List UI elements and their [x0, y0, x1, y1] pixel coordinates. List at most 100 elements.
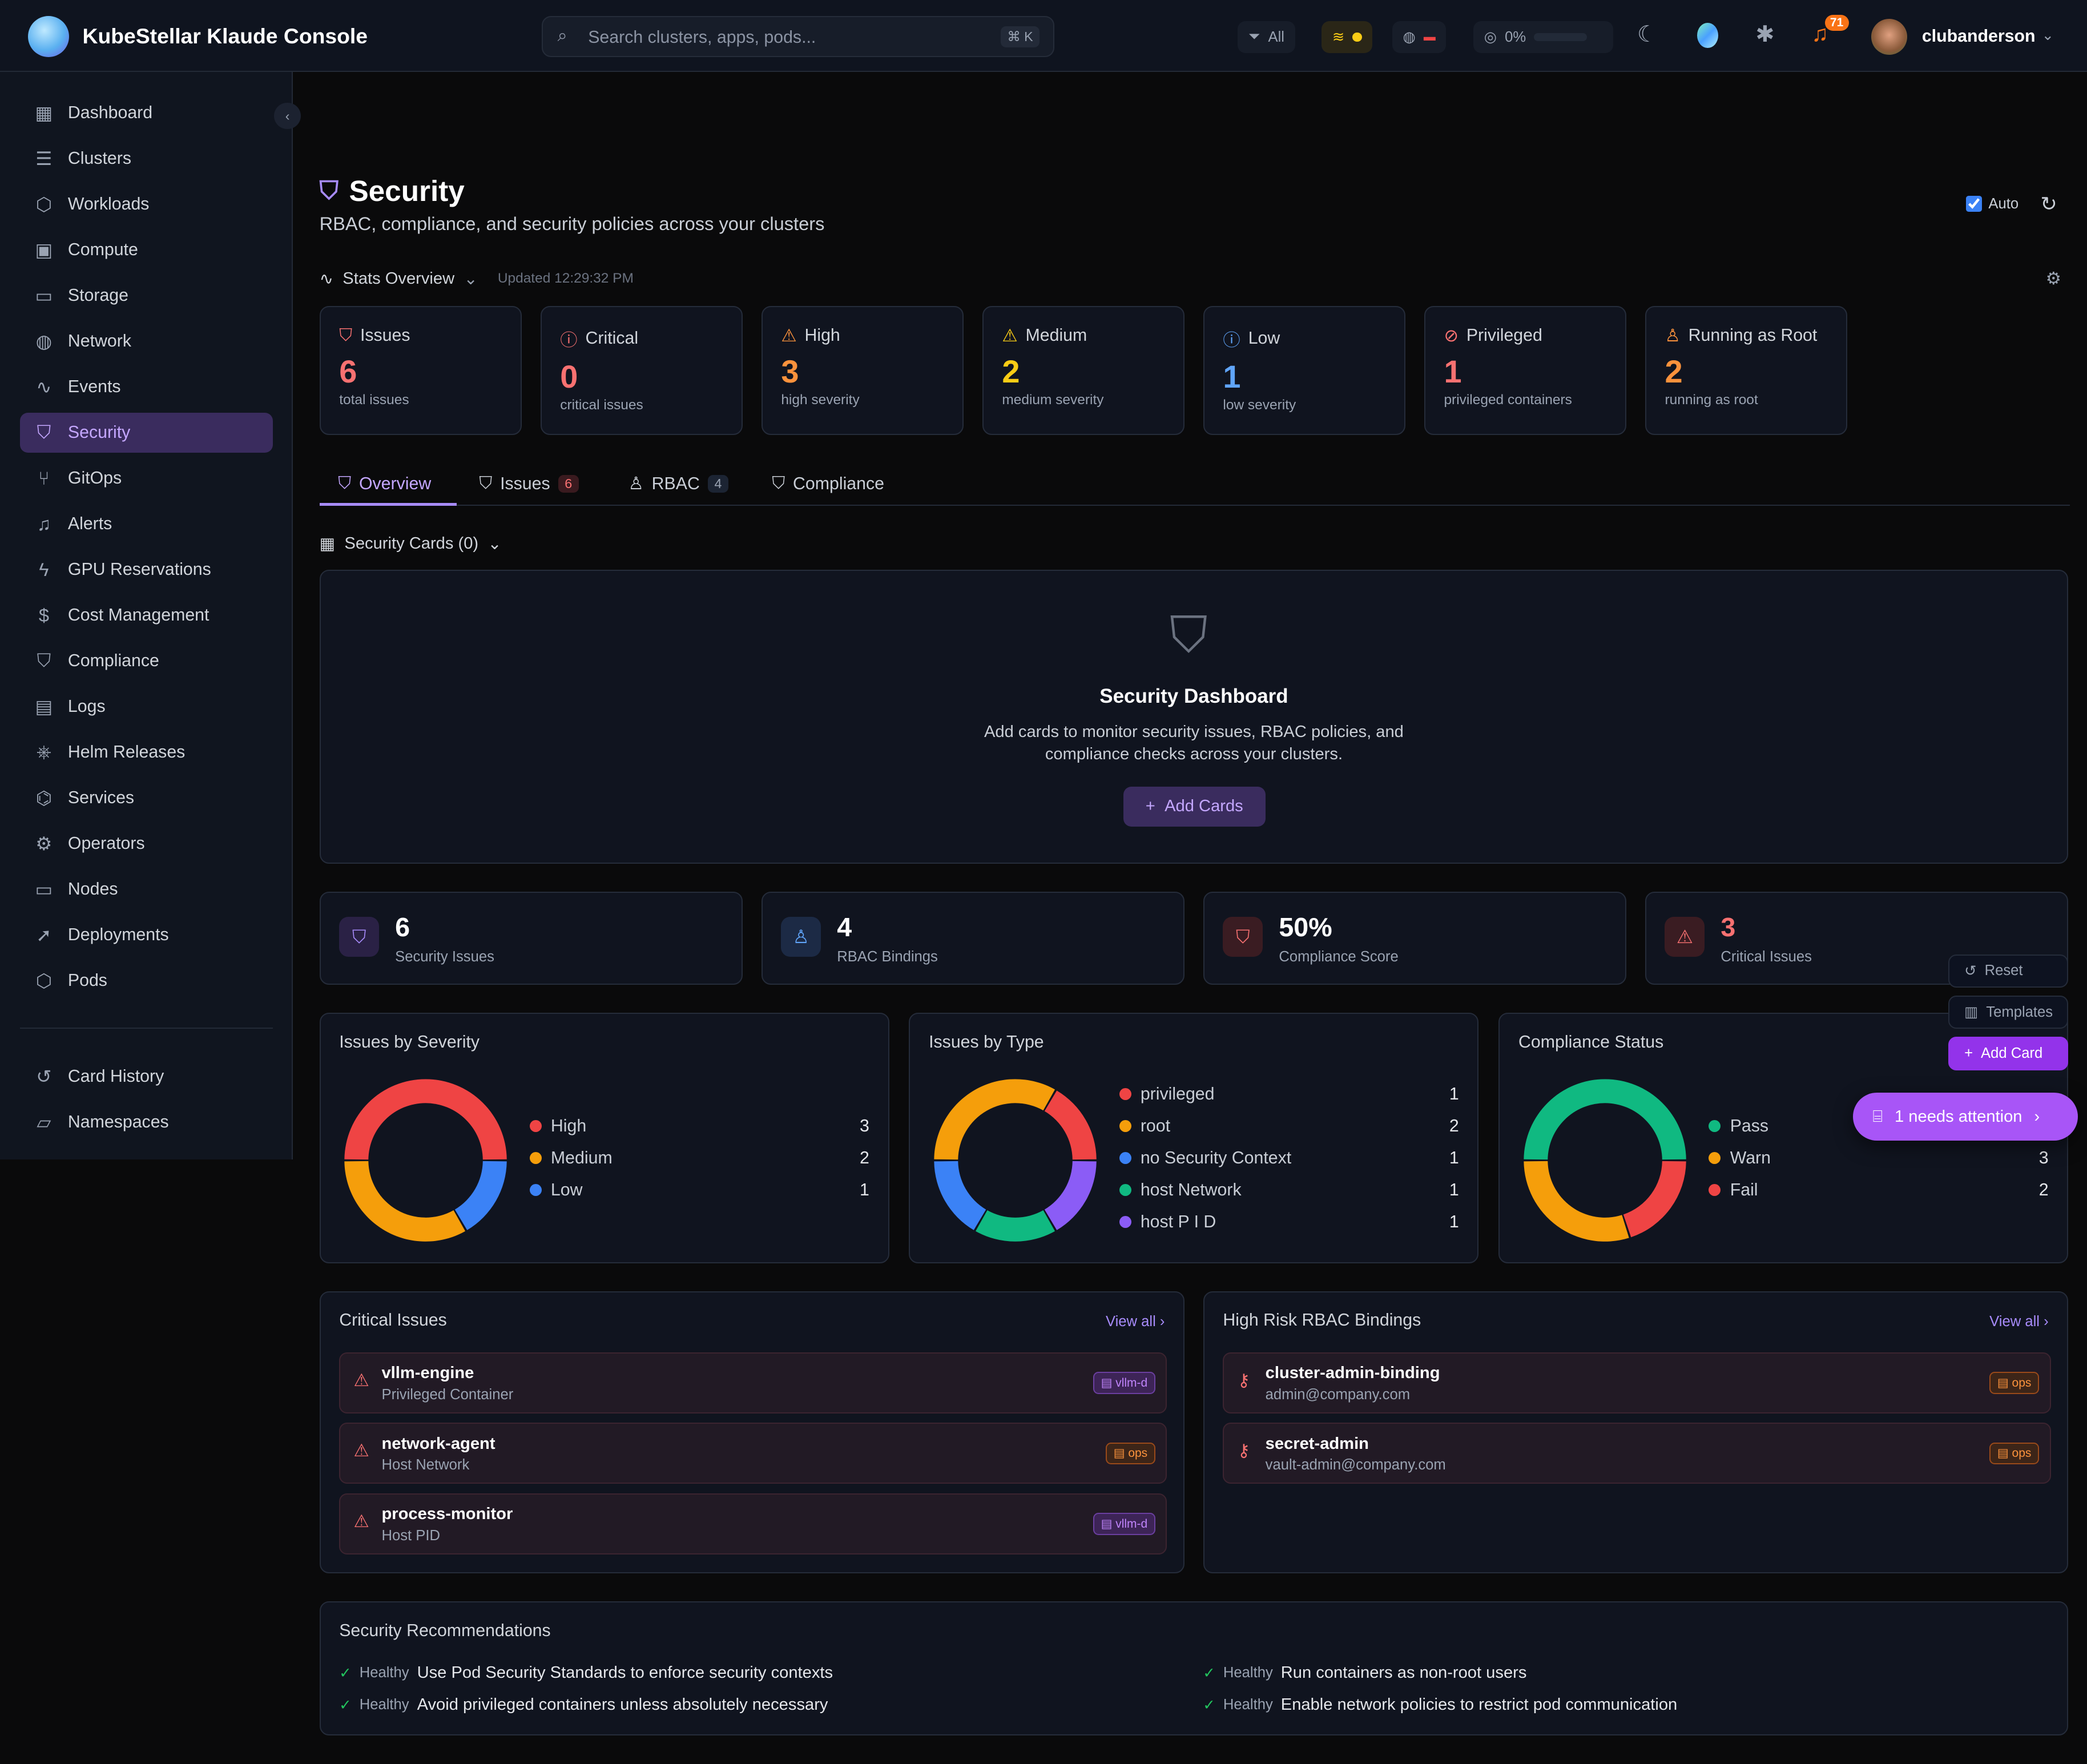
- list-item[interactable]: ⚠ process-monitor Host PID ▤ vllm-d: [339, 1493, 1167, 1554]
- tab-icon: ⛉: [479, 474, 493, 493]
- donut-slice-warn[interactable]: [1524, 1161, 1629, 1242]
- moon-icon[interactable]: ☾: [1637, 22, 1658, 47]
- donut-slice-pass[interactable]: [1524, 1079, 1686, 1160]
- templates-button[interactable]: ▥ Templates: [1948, 996, 2069, 1029]
- stat-card-running-as-root[interactable]: ♙ Running as Root 2 running as root: [1645, 306, 1848, 436]
- donut-slice-fail[interactable]: [1623, 1161, 1686, 1238]
- stat-card-high[interactable]: ⚠ High 3 high severity: [761, 306, 964, 436]
- donut-slice-medium[interactable]: [344, 1161, 466, 1242]
- sidebar-item-nodes[interactable]: ▭ Nodes: [20, 869, 273, 909]
- legend-dot: [1709, 1120, 1721, 1133]
- filter-button[interactable]: ⏷ All: [1238, 21, 1295, 54]
- donut-slice-host-p-i-d[interactable]: [1044, 1161, 1097, 1231]
- cluster-tag[interactable]: ▤ ops: [1989, 1442, 2040, 1465]
- sidebar-item-cost-management[interactable]: $ Cost Management: [20, 595, 273, 635]
- sidebar-item-alerts[interactable]: ♫ Alerts: [20, 504, 273, 544]
- tab-rbac[interactable]: ♙ RBAC 4: [628, 474, 729, 494]
- tab-compliance[interactable]: ⛉ Compliance: [772, 474, 884, 494]
- stats-overview-toggle[interactable]: ∿ Stats Overview ⌄ Updated 12:29:32 PM: [320, 269, 634, 289]
- summary-card-rbac-bindings[interactable]: ♙ 4 RBAC Bindings: [761, 892, 1185, 985]
- gear-icon[interactable]: ⚙: [2045, 269, 2061, 288]
- sidebar-item-storage[interactable]: ▭ Storage: [20, 276, 273, 316]
- sidebar-divider: [19, 1027, 273, 1029]
- sidebar-item-events[interactable]: ∿ Events: [20, 367, 273, 407]
- cluster-tag-label: ops: [2012, 1376, 2032, 1390]
- usage-indicator[interactable]: ◎ 0%: [1473, 21, 1613, 54]
- warning-icon: ⚠: [353, 1441, 369, 1461]
- list-item[interactable]: ⚠ vllm-engine Privileged Container ▤ vllm-d: [339, 1352, 1167, 1413]
- auto-refresh-toggle[interactable]: Auto: [1965, 196, 2018, 212]
- view-all-link[interactable]: View all ›: [1989, 1313, 2049, 1330]
- tab-label: Compliance: [793, 474, 885, 493]
- avatar[interactable]: [1871, 18, 1908, 55]
- cluster-tag[interactable]: ▤ vllm-d: [1093, 1372, 1155, 1394]
- sidebar-icon: ⚙: [35, 832, 53, 854]
- add-cards-button[interactable]: + Add Cards: [1123, 786, 1266, 827]
- bug-icon[interactable]: ✱: [1755, 22, 1775, 47]
- stat-card-privileged[interactable]: ⊘ Privileged 1 privileged containers: [1424, 306, 1627, 436]
- ai-globe-icon[interactable]: [1697, 22, 1719, 48]
- stat-card-low[interactable]: ⓘ Low 1 low severity: [1203, 306, 1406, 436]
- tab-issues[interactable]: ⛉ Issues 6: [479, 474, 579, 494]
- attention-button[interactable]: ⌸ 1 needs attention ›: [1852, 1093, 2078, 1141]
- sidebar-item-network[interactable]: ◍ Network: [20, 321, 273, 361]
- sidebar-item-operators[interactable]: ⚙ Operators: [20, 824, 273, 864]
- sidebar-item-helm-releases[interactable]: ⎈ Helm Releases: [20, 732, 273, 772]
- panel-title: Critical Issues: [339, 1311, 447, 1330]
- cluster-tag[interactable]: ▤ ops: [1106, 1442, 1155, 1465]
- search-input[interactable]: ⌕ Search clusters, apps, pods... ⌘ K: [541, 15, 1054, 58]
- sidebar-icon: ∿: [36, 376, 52, 398]
- app-logo[interactable]: [27, 15, 70, 58]
- sidebar-item-card-history[interactable]: ↺ Card History: [20, 1057, 273, 1097]
- sidebar-item-pods[interactable]: ⬡ Pods: [20, 961, 273, 1001]
- sidebar-icon: ◍: [35, 331, 53, 352]
- reset-button[interactable]: ↺ Reset: [1948, 954, 2069, 988]
- sidebar-item-compute[interactable]: ▣ Compute: [20, 230, 273, 270]
- auto-checkbox[interactable]: [1965, 196, 1982, 212]
- username[interactable]: clubanderson: [1921, 26, 2036, 46]
- recommendation-status: Healthy: [359, 1697, 409, 1713]
- donut-slice-low[interactable]: [455, 1161, 507, 1231]
- stat-card-medium[interactable]: ⚠ Medium 2 medium severity: [982, 306, 1185, 436]
- list-item[interactable]: ⚷ cluster-admin-binding admin@company.com ▤…: [1223, 1352, 2051, 1413]
- donut-slice-privileged[interactable]: [1044, 1090, 1097, 1160]
- summary-value: 4: [837, 912, 852, 942]
- summary-card-compliance-score[interactable]: ⛉ 50% Compliance Score: [1203, 892, 1627, 985]
- server-icon: ▤: [1997, 1376, 2012, 1390]
- sidebar-item-compliance[interactable]: ⛉ Compliance: [20, 641, 273, 681]
- stat-card-issues[interactable]: ⛉ Issues 6 total issues: [319, 306, 522, 436]
- donut-slice-root[interactable]: [934, 1079, 1055, 1160]
- sidebar-item-gpu-reservations[interactable]: ϟ GPU Reservations: [20, 550, 273, 590]
- language-button[interactable]: ◍ ▬: [1392, 21, 1447, 54]
- sidebar-item-security[interactable]: ⛉ Security: [19, 413, 273, 453]
- sidebar-item-namespaces[interactable]: ▱ Namespaces: [20, 1102, 273, 1142]
- sidebar-item-logs[interactable]: ▤ Logs: [20, 687, 273, 727]
- cluster-tag[interactable]: ▤ vllm-d: [1093, 1513, 1155, 1535]
- sidebar-icon: ♫: [37, 513, 51, 534]
- sidebar-item-dashboard[interactable]: ▦ Dashboard: [20, 93, 273, 133]
- donut-slice-no-security-context[interactable]: [934, 1161, 986, 1231]
- cluster-tag[interactable]: ▤ ops: [1989, 1372, 2040, 1394]
- donut-slice-high[interactable]: [344, 1079, 507, 1160]
- donut-slice-host-network[interactable]: [976, 1210, 1055, 1242]
- tab-overview[interactable]: ⛉ Overview: [338, 474, 431, 494]
- offline-status-button[interactable]: ≋: [1322, 21, 1373, 54]
- add-card-button[interactable]: + Add Card: [1948, 1037, 2069, 1070]
- sidebar-item-deployments[interactable]: ➚ Deployments: [20, 915, 273, 955]
- chart-title: Issues by Severity: [339, 1032, 480, 1052]
- sidebar-item-workloads[interactable]: ⬡ Workloads: [20, 184, 273, 224]
- summary-card-security-issues[interactable]: ⛉ 6 Security Issues: [319, 892, 743, 985]
- tab-label: Overview: [358, 474, 432, 493]
- sidebar-item-gitops[interactable]: ⑂ GitOps: [20, 458, 273, 498]
- security-cards-toggle[interactable]: ▦ Security Cards (0) ⌄: [320, 534, 502, 554]
- list-item[interactable]: ⚠ network-agent Host Network ▤ ops: [339, 1423, 1167, 1484]
- list-item[interactable]: ⚷ secret-admin vault-admin@company.com ▤ op…: [1223, 1423, 2051, 1484]
- refresh-icon[interactable]: ↻: [2040, 193, 2057, 216]
- view-all-link[interactable]: View all ›: [1105, 1313, 1165, 1330]
- sidebar-item-clusters[interactable]: ☰ Clusters: [20, 139, 273, 179]
- chevron-down-icon[interactable]: ⌄: [2041, 27, 2054, 43]
- stat-card-critical[interactable]: ⓘ Critical 0 critical issues: [540, 306, 743, 436]
- collapse-sidebar-button[interactable]: ‹: [274, 102, 301, 130]
- reset-icon: ↺: [1964, 962, 1977, 979]
- sidebar-item-services[interactable]: ⌬ Services: [20, 778, 273, 818]
